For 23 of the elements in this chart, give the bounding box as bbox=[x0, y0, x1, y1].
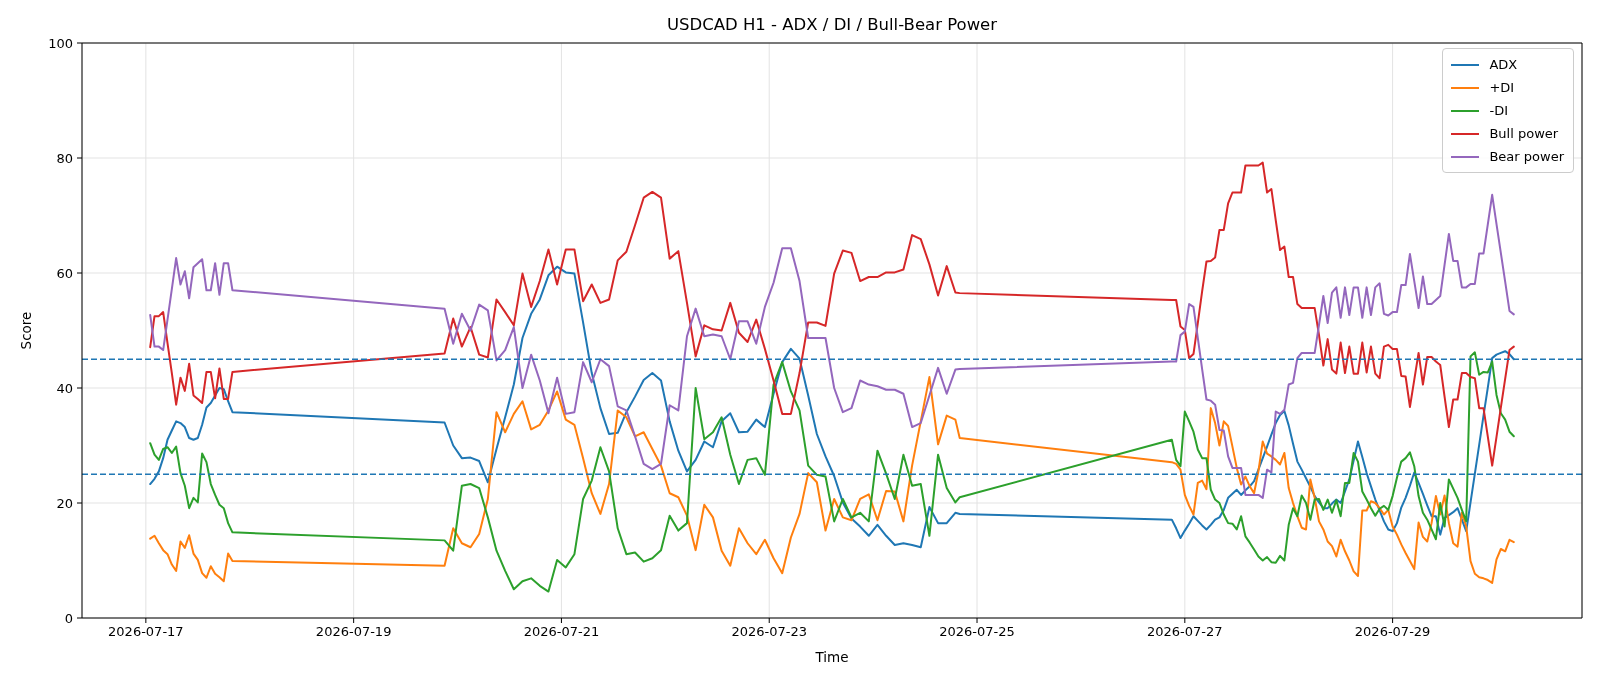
legend-label: -DI bbox=[1489, 103, 1508, 118]
legend-label: ADX bbox=[1489, 57, 1518, 72]
y-tick-label: 0 bbox=[64, 610, 73, 626]
x-tick-label: 2026-07-27 bbox=[1147, 624, 1223, 640]
y-axis-title: Score bbox=[17, 311, 34, 350]
x-tick-label: 2026-07-19 bbox=[315, 624, 392, 640]
y-tick-label: 40 bbox=[56, 380, 73, 396]
legend-label: Bear power bbox=[1489, 149, 1564, 164]
x-axis-title: Time bbox=[814, 649, 849, 665]
x-tick-label: 2026-07-21 bbox=[523, 624, 600, 640]
y-tick-label: 20 bbox=[56, 495, 73, 511]
legend-label: +DI bbox=[1489, 80, 1515, 95]
y-tick-label: 60 bbox=[56, 265, 73, 281]
chart-title: USDCAD H1 - ADX / DI / Bull-Bear Power bbox=[665, 15, 999, 35]
y-tick-label: 100 bbox=[48, 35, 73, 51]
line-series bbox=[149, 161, 1515, 467]
legend-label: Bull power bbox=[1489, 126, 1559, 141]
x-tick-label: 2026-07-25 bbox=[939, 624, 1015, 640]
x-tick-label: 2026-07-17 bbox=[108, 624, 184, 640]
y-tick-label: 80 bbox=[56, 150, 73, 166]
x-tick-label: 2026-07-29 bbox=[1354, 624, 1431, 640]
line-series bbox=[149, 193, 1515, 499]
x-tick-label: 2026-07-23 bbox=[731, 624, 808, 640]
